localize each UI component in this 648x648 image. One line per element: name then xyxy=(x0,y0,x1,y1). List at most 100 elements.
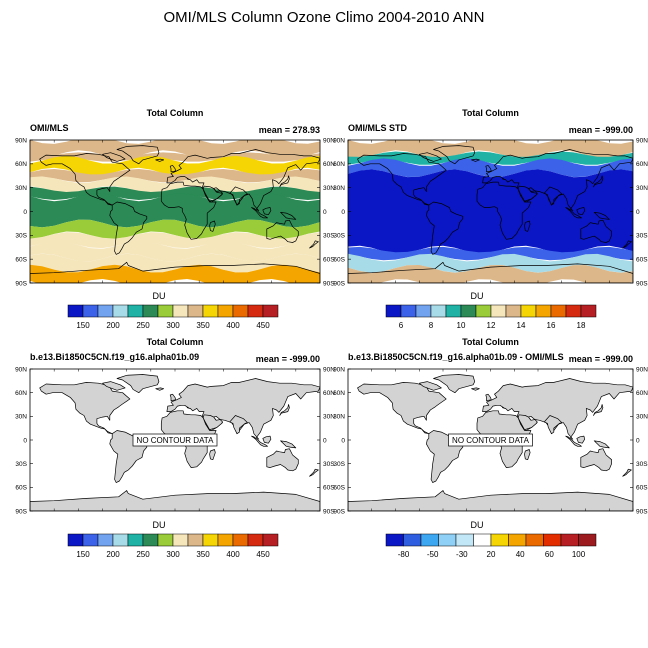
colorbar-box xyxy=(550,304,567,318)
contour-band xyxy=(30,253,320,273)
colorbar-box xyxy=(202,304,219,318)
colorbar-box xyxy=(543,533,562,547)
colorbar-box xyxy=(525,533,544,547)
y-tick-label-left: 60N xyxy=(333,390,345,397)
colorbar-box xyxy=(475,304,492,318)
coastline-japan xyxy=(279,404,290,416)
y-tick-label-right: 0 xyxy=(323,437,327,444)
colorbar-tick-label: 18 xyxy=(577,321,586,330)
y-tick-label-right: 90N xyxy=(323,137,335,144)
coastline-north-america xyxy=(39,153,131,206)
coastline-britain xyxy=(485,393,492,401)
colorbar-box xyxy=(157,533,174,547)
coastline-baffin xyxy=(418,152,442,162)
colorbar-box xyxy=(505,304,522,318)
y-tick-label-right: 30N xyxy=(636,414,648,421)
coastline-baffin xyxy=(418,381,442,391)
coastline-south-america xyxy=(426,201,464,255)
y-tick-label-left: 0 xyxy=(23,209,27,216)
colorbar-tick-label: 150 xyxy=(76,321,90,330)
y-tick-label-left: 0 xyxy=(341,437,345,444)
coastline-arabia xyxy=(517,185,538,202)
y-tick-label-left: 30S xyxy=(333,233,345,240)
colorbar-box xyxy=(578,533,597,547)
colorbar-box xyxy=(580,304,597,318)
coastline-greenland xyxy=(433,374,476,394)
coastline-new-guinea xyxy=(280,440,297,449)
colorbar-box xyxy=(112,304,129,318)
colorbar-tick-label: 16 xyxy=(547,321,556,330)
panel-left-label: b.e13.Bi1850C5CN.f19_g16.alpha01b.09 xyxy=(30,352,199,362)
coastline-madagascar xyxy=(524,449,531,461)
colorbar-box xyxy=(187,533,204,547)
y-tick-label-left: 60N xyxy=(333,161,345,168)
coastline-greenland xyxy=(116,145,160,165)
panel-right-label: mean = -999.00 xyxy=(569,125,633,135)
y-tick-label-left: 30N xyxy=(15,414,27,421)
colorbar-box xyxy=(142,533,159,547)
no-data-box xyxy=(448,433,533,447)
colorbar-box xyxy=(82,304,99,318)
coastline-indonesia xyxy=(251,207,268,219)
contour-band xyxy=(30,193,320,228)
colorbar-box xyxy=(460,304,477,318)
colorbar-box xyxy=(97,533,114,547)
coastline-iceland xyxy=(155,387,165,391)
panel-right-label: mean = -999.00 xyxy=(256,354,320,364)
y-tick-label-left: 60S xyxy=(15,485,27,492)
figure-title: OMI/MLS Column Ozone Climo 2004-2010 ANN xyxy=(163,9,485,26)
colorbar-box xyxy=(82,533,99,547)
colorbar-tick-label: 400 xyxy=(226,321,240,330)
colorbar-box xyxy=(508,533,527,547)
colorbar-box xyxy=(232,533,249,547)
contour-band xyxy=(30,186,320,200)
colorbar-box xyxy=(67,304,84,318)
coastline-britain xyxy=(169,165,177,173)
y-tick-label-right: 90S xyxy=(636,280,648,287)
coastline-south-america xyxy=(109,201,148,255)
colorbar-box xyxy=(445,304,462,318)
y-tick-label-right: 0 xyxy=(636,209,640,216)
coastline-borneo xyxy=(262,435,272,444)
y-tick-label-left: 90N xyxy=(15,137,27,144)
y-tick-label-left: 30S xyxy=(333,461,345,468)
contour-band xyxy=(30,140,320,159)
coastline-japan xyxy=(279,175,290,188)
panel-top-title: Total Column xyxy=(147,108,204,118)
y-tick-label-right: 30N xyxy=(636,185,648,192)
contour-band xyxy=(30,219,320,240)
y-tick-label-left: 90N xyxy=(333,137,345,144)
y-tick-label-left: 60S xyxy=(333,256,345,263)
colorbar-box xyxy=(142,304,159,318)
coastline-iceland xyxy=(155,158,165,162)
contour-band xyxy=(30,155,320,176)
panel-top-title: Total Column xyxy=(462,108,519,118)
y-tick-label-left: 60S xyxy=(333,485,345,492)
y-tick-label-left: 30N xyxy=(333,185,345,192)
colorbar-box xyxy=(127,304,144,318)
colorbar-box xyxy=(67,533,84,547)
no-data-label: NO CONTOUR DATA xyxy=(452,436,530,445)
colorbar-tick-label: -30 xyxy=(456,550,468,559)
y-tick-label-left: 90S xyxy=(15,508,27,515)
coastline-japan xyxy=(593,404,604,416)
y-tick-label-left: 0 xyxy=(23,437,27,444)
panel-left-label: OMI/MLS STD xyxy=(348,123,407,133)
coastline-europe-asia xyxy=(482,149,633,212)
y-tick-label-left: 90S xyxy=(333,508,345,515)
colorbar-tick-label: 300 xyxy=(166,321,180,330)
colorbar-box xyxy=(490,533,509,547)
coastline-borneo xyxy=(262,207,272,216)
colorbar-tick-label: 150 xyxy=(76,550,90,559)
colorbar-tick-label: -80 xyxy=(398,550,410,559)
y-tick-label-right: 60S xyxy=(636,485,648,492)
colorbar-tick-label: 14 xyxy=(517,321,526,330)
colorbar-box xyxy=(247,304,264,318)
panel-3: Total Column b.e13.Bi1850C5CN.f19_g16.alp… xyxy=(15,337,335,559)
panel-top-title: Total Column xyxy=(462,337,519,347)
coastline-indonesia xyxy=(565,207,582,219)
colorbar-box xyxy=(217,533,234,547)
y-tick-label-left: 90S xyxy=(15,280,27,287)
colorbar-box xyxy=(565,304,582,318)
